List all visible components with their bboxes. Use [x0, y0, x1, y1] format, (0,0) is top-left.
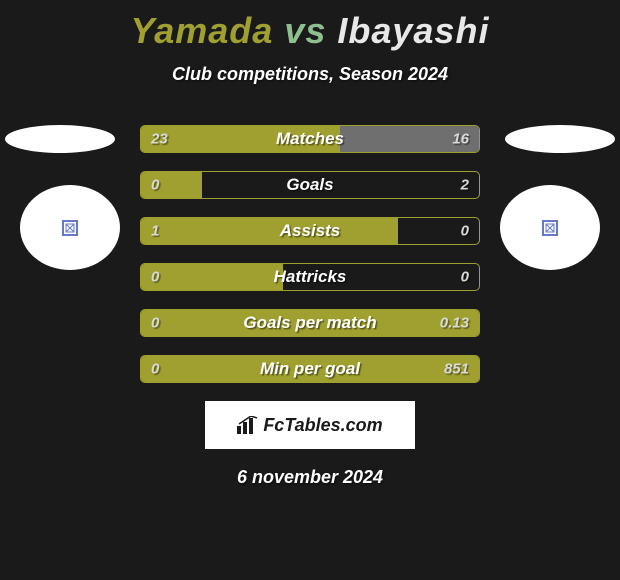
bars-icon	[237, 416, 259, 434]
title-player1: Yamada	[131, 10, 274, 51]
stat-bar-row: Min per goal 0 851	[140, 355, 480, 383]
stat-bar-value-right: 0	[461, 269, 469, 286]
chart-area: Matches2316Goals02Assists10Hattricks00Go…	[0, 125, 620, 383]
title-vs: vs	[284, 10, 326, 51]
stat-bar-value-left: 23	[151, 131, 168, 148]
comparison-card: Yamada vs Ibayashi Club competitions, Se…	[0, 0, 620, 488]
stat-bar-row: Goals per match 0 0.13	[140, 309, 480, 337]
stat-bar-value-right: 0.13	[440, 315, 469, 332]
stat-bar-row: Hattricks 0 0	[140, 263, 480, 291]
player-avatar-right	[500, 185, 600, 270]
player-avatar-left	[20, 185, 120, 270]
stat-bar-value-left: 0	[151, 315, 159, 332]
stat-bar-value-left: 1	[151, 223, 159, 240]
stat-bar-fill-left	[141, 218, 398, 244]
stat-bar-value-left: 0	[151, 361, 159, 378]
logo-text: FcTables.com	[263, 415, 382, 436]
stat-bar-label: Matches	[276, 129, 344, 149]
stat-bar-label: Goals per match	[243, 313, 376, 333]
avatar-placeholder-icon	[542, 220, 558, 236]
stat-bar-label: Min per goal	[260, 359, 360, 379]
team-badge-right-ellipse	[505, 125, 615, 153]
stat-bar-row: Goals 0 2	[140, 171, 480, 199]
stat-bar-row: Assists 1 0	[140, 217, 480, 245]
stat-bar-value-left: 0	[151, 269, 159, 286]
stat-bar-value-right: 851	[444, 361, 469, 378]
team-badge-left-ellipse	[5, 125, 115, 153]
title-player2: Ibayashi	[337, 10, 489, 51]
stat-bars: Matches2316Goals02Assists10Hattricks00Go…	[140, 125, 480, 383]
page-title: Yamada vs Ibayashi	[0, 10, 620, 52]
stat-bar-label: Hattricks	[274, 267, 347, 287]
stat-bar-value-right: 2	[461, 177, 469, 194]
stat-bar-row: Matches 23 16	[140, 125, 480, 153]
stat-bar-value-right: 16	[452, 131, 469, 148]
stat-bar-fill-left	[141, 264, 283, 290]
stat-bar-value-left: 0	[151, 177, 159, 194]
logo-box: FcTables.com	[205, 401, 415, 449]
stat-bar-label: Assists	[280, 221, 340, 241]
stat-bar-value-right: 0	[461, 223, 469, 240]
date-text: 6 november 2024	[0, 467, 620, 488]
stat-bar-label: Goals	[286, 175, 333, 195]
avatar-placeholder-icon	[62, 220, 78, 236]
subtitle: Club competitions, Season 2024	[0, 64, 620, 85]
